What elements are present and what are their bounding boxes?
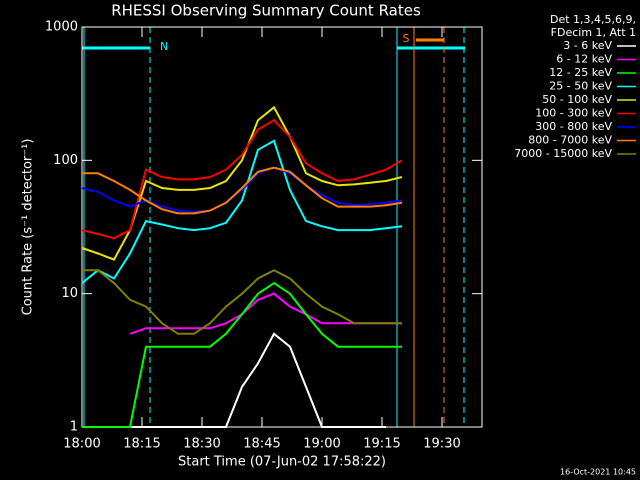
x-tick-label: 19:00 [303,437,340,452]
legend-title: FDecim 1, Att 1 [551,26,636,39]
y-tick-label: 10 [61,286,78,301]
legend-label: 7000 - 15000 keV [514,147,612,160]
x-tick-label: 18:15 [123,437,160,452]
night-label: N [160,40,168,53]
saa-label: S [403,32,410,45]
legend-label: 800 - 7000 keV [528,134,612,147]
legend-label: 50 - 100 keV [542,93,612,106]
legend-label: 3 - 6 keV [563,39,612,52]
legend-title: Det 1,3,4,5,6,9, [550,13,636,26]
y-tick-label: 100 [53,153,78,168]
legend-label: 12 - 25 keV [549,66,612,79]
legend-label: 300 - 800 keV [535,120,612,133]
x-tick-label: 18:00 [63,437,100,452]
legend-label: 25 - 50 keV [549,80,612,93]
y-tick-label: 1000 [45,20,78,35]
series-line [82,141,466,283]
chart-title: RHESSI Observing Summary Count Rates [111,2,421,20]
x-axis-label: Start Time (07-Jun-02 17:58:22) [178,455,386,470]
x-tick-label: 19:30 [423,437,460,452]
series-line [82,168,466,212]
x-tick-label: 19:15 [363,437,400,452]
series-line [82,270,466,334]
legend-label: 6 - 12 keV [556,53,612,66]
y-tick-label: 1 [70,420,78,435]
markers: N S [82,27,465,427]
series-line [82,107,466,259]
x-tick-label: 18:30 [183,437,220,452]
x-tick-label: 18:45 [243,437,280,452]
footer: 16-Oct-2021 10:45 [560,468,636,477]
y-axis-label: Count Rate (s⁻¹ detector⁻¹) [21,139,36,316]
plot-frame [81,26,483,428]
series-line [82,120,466,238]
series-line [129,292,402,335]
legend-label: 100 - 300 keV [535,107,612,120]
